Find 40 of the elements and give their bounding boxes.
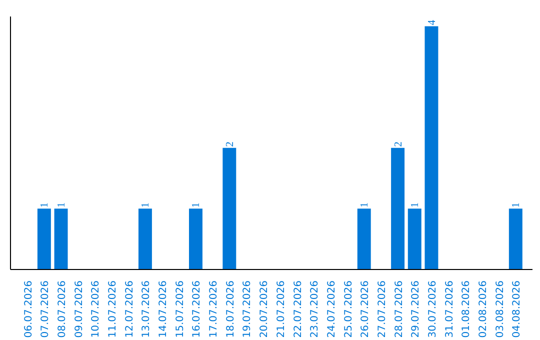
x-tick-label: 23.07.2026: [310, 280, 321, 338]
x-tick-label: 15.07.2026: [174, 280, 186, 338]
x-tick-label: 18.07.2026: [225, 280, 236, 338]
x-tick-label: 22.07.2026: [292, 280, 304, 338]
data-label: 1: [56, 202, 68, 208]
x-tick-label: 02.08.2026: [478, 280, 489, 338]
x-tick-label: 07.07.2026: [40, 280, 52, 338]
data-label: 1: [191, 202, 202, 208]
x-tick-label: 09.07.2026: [74, 280, 85, 338]
x-tick-label: 12.07.2026: [124, 280, 136, 338]
data-label: 2: [393, 142, 404, 147]
x-tick-label: 11.07.2026: [108, 280, 119, 338]
data-label: 1: [410, 202, 422, 208]
data-label: 1: [511, 202, 522, 208]
x-tick-label: 08.07.2026: [57, 280, 68, 338]
x-tick-label: 21.07.2026: [276, 280, 287, 338]
x-tick-label: 04.08.2026: [512, 280, 523, 338]
x-tick-label: 24.07.2026: [326, 280, 338, 338]
x-tick-label: 31.07.2026: [444, 280, 456, 338]
data-label: 1: [360, 202, 371, 208]
x-tick-label: 19.07.2026: [242, 280, 254, 338]
data-label: 1: [140, 202, 152, 208]
data-label: 4: [426, 19, 438, 26]
x-tick-label: 25.07.2026: [343, 280, 354, 338]
x-tick-label: 16.07.2026: [192, 280, 203, 338]
x-tick-label: 28.07.2026: [394, 280, 405, 338]
x-tick-label: 01.08.2026: [461, 280, 472, 338]
x-tick-label: 17.07.2026: [208, 280, 220, 338]
data-label: 2: [224, 142, 236, 147]
x-tick-label: 30.07.2026: [427, 280, 438, 338]
x-tick-label: 29.07.2026: [410, 280, 422, 338]
x-tick-label: 14.07.2026: [158, 280, 170, 338]
data-label: 1: [40, 202, 51, 208]
x-tick-label: 26.07.2026: [360, 280, 372, 338]
x-tick-label: 03.08.2026: [494, 280, 506, 338]
x-tick-label: 13.07.2026: [141, 280, 152, 338]
x-tick-label: 10.07.2026: [90, 280, 102, 338]
x-tick-label: 06.07.2026: [23, 280, 34, 338]
x-tick-label: 20.07.2026: [259, 280, 270, 338]
x-tick-label: 27.07.2026: [376, 280, 388, 338]
